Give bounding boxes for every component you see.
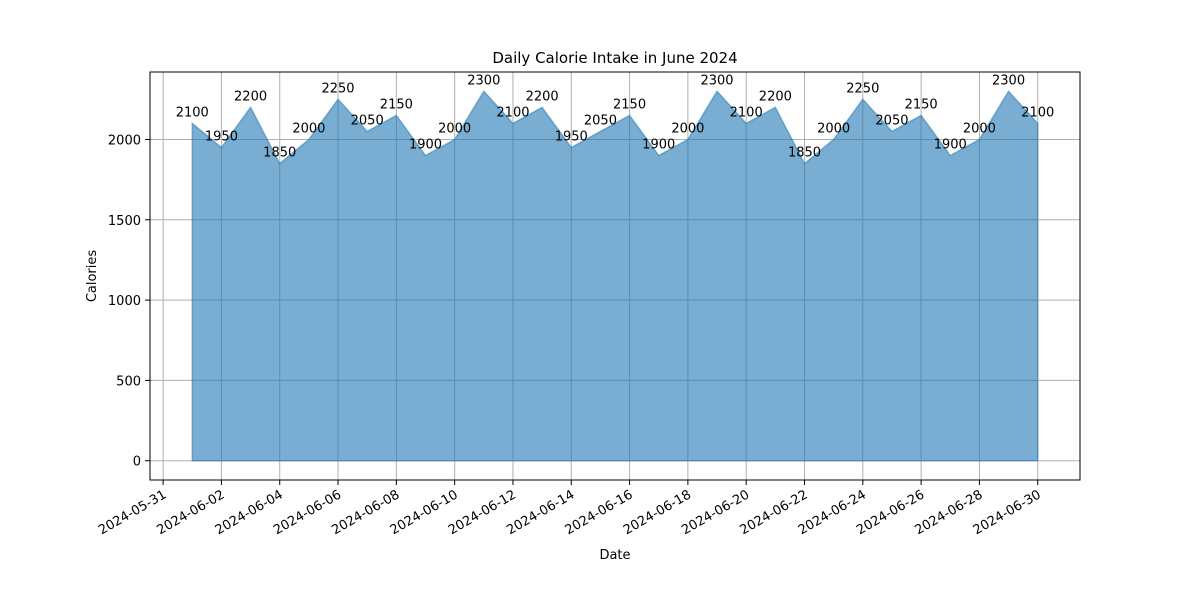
y-axis-label: Calories: [85, 250, 100, 303]
data-label: 1900: [934, 138, 967, 153]
data-label: 2000: [817, 121, 850, 136]
data-label: 2100: [1021, 105, 1054, 120]
x-axis-ticks: 2024-05-312024-06-022024-06-042024-06-06…: [96, 480, 1044, 538]
area-series: [191, 90, 1039, 462]
area-fill: [191, 90, 1039, 462]
y-tick-label: 1000: [108, 294, 141, 309]
data-label: 2100: [176, 105, 209, 120]
data-label: 1950: [205, 129, 238, 144]
data-label: 2150: [905, 97, 938, 112]
y-tick-label: 2000: [108, 133, 141, 148]
data-label: 1900: [642, 138, 675, 153]
data-label: 2050: [875, 113, 908, 128]
data-label: 2300: [700, 73, 733, 88]
x-axis-label: Date: [599, 548, 630, 563]
chart-title: Daily Calorie Intake in June 2024: [492, 49, 737, 67]
data-label: 1850: [263, 146, 296, 161]
data-label: 2300: [992, 73, 1025, 88]
data-label: 2200: [526, 89, 559, 104]
data-label: 2000: [963, 121, 996, 136]
data-label: 1950: [555, 129, 588, 144]
data-label: 2300: [467, 73, 500, 88]
y-tick-label: 500: [116, 374, 141, 389]
data-labels: 2100195022001850200022502050215019002000…: [176, 73, 1055, 160]
data-label: 1850: [788, 146, 821, 161]
data-label: 2000: [438, 121, 471, 136]
data-label: 2250: [846, 81, 879, 96]
data-label: 2100: [730, 105, 763, 120]
data-label: 2000: [671, 121, 704, 136]
data-label: 2100: [496, 105, 529, 120]
data-label: 1900: [409, 138, 442, 153]
y-axis-ticks: 0 500 1000 1500 2000: [108, 133, 150, 470]
data-label: 2050: [584, 113, 617, 128]
data-label: 2200: [759, 89, 792, 104]
data-label: 2150: [613, 97, 646, 112]
plot-frame: [149, 71, 1081, 481]
data-label: 2250: [321, 81, 354, 96]
y-tick-label: 0: [133, 455, 141, 470]
data-label: 2200: [234, 89, 267, 104]
data-label: 2050: [351, 113, 384, 128]
data-label: 2000: [292, 121, 325, 136]
y-tick-label: 1500: [108, 214, 141, 229]
data-label: 2150: [380, 97, 413, 112]
